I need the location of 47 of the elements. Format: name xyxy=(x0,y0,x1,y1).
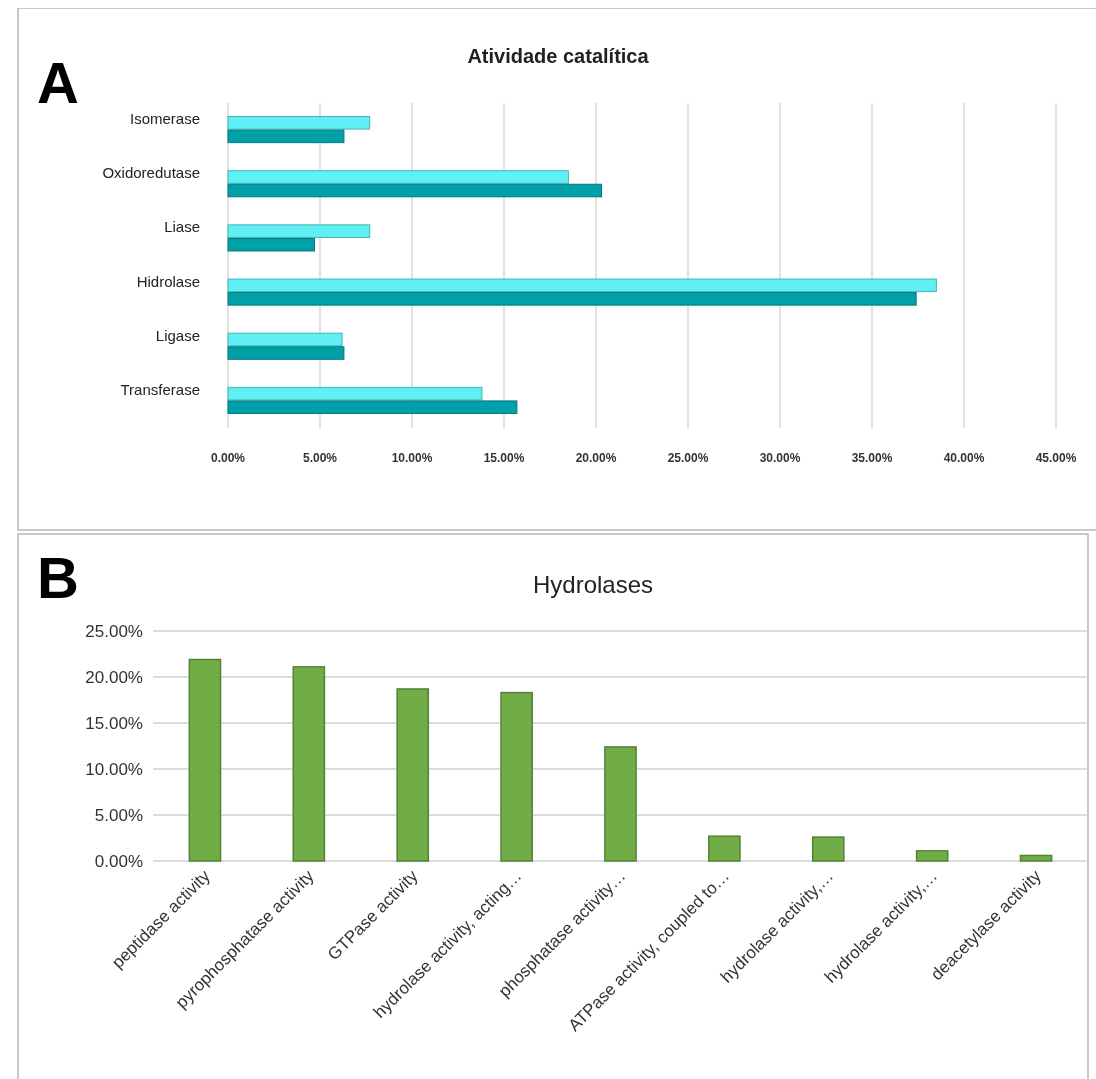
bar xyxy=(915,850,949,862)
x-tick-label: 45.00% xyxy=(1035,451,1077,465)
bar xyxy=(227,278,937,293)
y-tick-label: Oxidoredutase xyxy=(102,164,200,182)
bar xyxy=(227,170,569,184)
y-tick-label: Liase xyxy=(164,218,200,236)
x-tick-label: 25.00% xyxy=(667,451,709,465)
chart-title: Atividade catalítica xyxy=(467,45,650,67)
y-tick-label: 10.00% xyxy=(85,760,143,779)
text: A xyxy=(37,50,79,115)
x-tick-label: 10.00% xyxy=(391,451,433,465)
bar xyxy=(500,691,533,862)
bar xyxy=(604,746,637,862)
y-tick-label: Transferase xyxy=(120,380,200,398)
x-tick-label: 5.00% xyxy=(302,451,338,465)
bar xyxy=(227,292,917,306)
bar xyxy=(227,129,345,144)
x-tick-label: 35.00% xyxy=(851,451,893,465)
y-tick-label: 15.00% xyxy=(85,714,143,733)
bar xyxy=(227,346,345,360)
bar xyxy=(227,116,371,130)
bar xyxy=(227,237,315,252)
y-tick-label: 5.00% xyxy=(94,806,143,825)
bar xyxy=(811,836,845,862)
y-tick-label: Ligase xyxy=(155,326,200,344)
bar xyxy=(396,688,430,862)
bar xyxy=(227,224,371,238)
bar xyxy=(227,386,483,401)
bar xyxy=(1019,854,1053,862)
bar xyxy=(292,666,326,862)
x-tick-label: 0.00% xyxy=(210,451,246,465)
x-tick-label: 20.00% xyxy=(575,451,617,465)
text: B xyxy=(37,545,79,610)
bar xyxy=(188,658,222,862)
bar xyxy=(227,332,343,347)
y-tick-label: Hidrolase xyxy=(136,272,200,290)
bar xyxy=(227,400,518,414)
y-tick-label: 25.00% xyxy=(85,622,143,641)
y-tick-label: 0.00% xyxy=(94,852,143,871)
chart-title: Hydrolases xyxy=(532,571,654,598)
bar xyxy=(708,835,741,862)
y-tick-label: Isomerase xyxy=(129,110,200,128)
y-tick-label: 20.00% xyxy=(85,668,143,687)
x-tick-label: 40.00% xyxy=(943,451,985,465)
bar xyxy=(227,183,603,198)
x-tick-label: 30.00% xyxy=(759,451,801,465)
x-tick-label: 15.00% xyxy=(483,451,525,465)
